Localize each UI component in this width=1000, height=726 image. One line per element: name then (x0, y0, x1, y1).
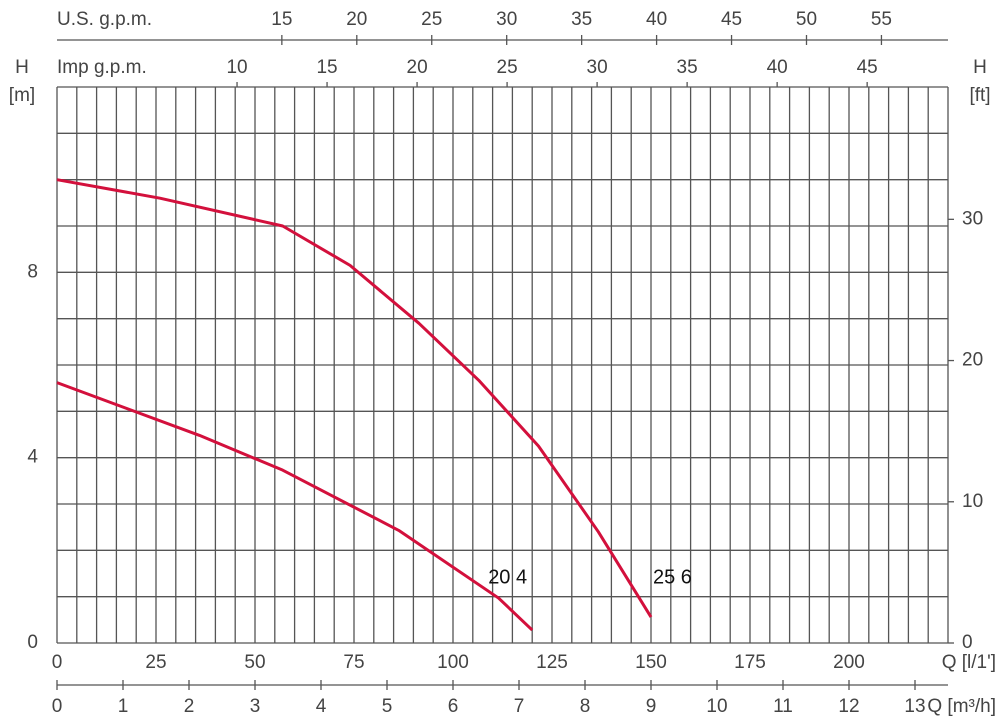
top-tick-label: 55 (871, 9, 892, 30)
x-tick-label: 50 (244, 652, 265, 673)
top2-tick-label: 40 (767, 57, 788, 78)
x2-axis-label: Q [m³/h] (927, 696, 996, 717)
top-axis-label: U.S. g.p.m. (57, 9, 152, 30)
top-tick-label: 45 (721, 9, 742, 30)
x-tick-label: 25 (145, 652, 166, 673)
curve-label: 20 4 (488, 566, 527, 588)
y2-tick-label: 0 (962, 632, 973, 653)
top-tick-label: 50 (796, 9, 817, 30)
x2-tick-label: 0 (52, 696, 63, 717)
y2-tick-label: 30 (962, 208, 983, 229)
top2-tick-label: 35 (677, 57, 698, 78)
y-tick-label: 8 (27, 261, 38, 282)
x-tick-label: 100 (437, 652, 469, 673)
x2-tick-label: 5 (382, 696, 393, 717)
top2-tick-label: 25 (497, 57, 518, 78)
y2-axis-label: H (973, 57, 987, 78)
y-axis-label: H (15, 57, 29, 78)
x-tick-label: 125 (536, 652, 568, 673)
x2-tick-label: 8 (580, 696, 591, 717)
y-tick-label: 0 (27, 632, 38, 653)
top2-tick-label: 10 (226, 57, 247, 78)
y2-tick-label: 10 (962, 491, 983, 512)
x-tick-label: 200 (833, 652, 865, 673)
y-axis-label: [m] (9, 85, 35, 106)
x-tick-label: 75 (343, 652, 364, 673)
x2-tick-label: 10 (706, 696, 727, 717)
x2-tick-label: 3 (250, 696, 261, 717)
x-axis-label: Q [l/1'] (942, 652, 996, 673)
top-tick-label: 15 (271, 9, 292, 30)
x2-tick-label: 12 (838, 696, 859, 717)
curve-label: 25 6 (653, 566, 692, 588)
top-tick-label: 40 (646, 9, 667, 30)
x2-tick-label: 4 (316, 696, 327, 717)
x2-tick-label: 7 (514, 696, 525, 717)
x2-tick-label: 6 (448, 696, 459, 717)
x2-tick-label: 11 (773, 696, 793, 717)
top2-tick-label: 15 (316, 57, 337, 78)
top-tick-label: 20 (346, 9, 367, 30)
pump-curve (56, 381, 534, 632)
x2-tick-label: 1 (118, 696, 129, 717)
top2-tick-label: 30 (587, 57, 608, 78)
top-tick-label: 35 (571, 9, 592, 30)
y2-axis-label: [ft] (969, 85, 990, 106)
y-tick-label: 4 (27, 447, 38, 468)
x-tick-label: 150 (635, 652, 667, 673)
x2-tick-label: 2 (184, 696, 195, 717)
top-tick-label: 30 (496, 9, 517, 30)
x-tick-label: 0 (52, 652, 63, 673)
pump-curve (56, 178, 653, 618)
top2-tick-label: 45 (857, 57, 878, 78)
top2-axis-label: Imp g.p.m. (57, 57, 147, 78)
top2-tick-label: 20 (407, 57, 428, 78)
x2-tick-label: 13 (904, 696, 925, 717)
x-tick-label: 175 (734, 652, 766, 673)
x2-tick-label: 9 (646, 696, 657, 717)
top-tick-label: 25 (421, 9, 442, 30)
y2-tick-label: 20 (962, 350, 983, 371)
